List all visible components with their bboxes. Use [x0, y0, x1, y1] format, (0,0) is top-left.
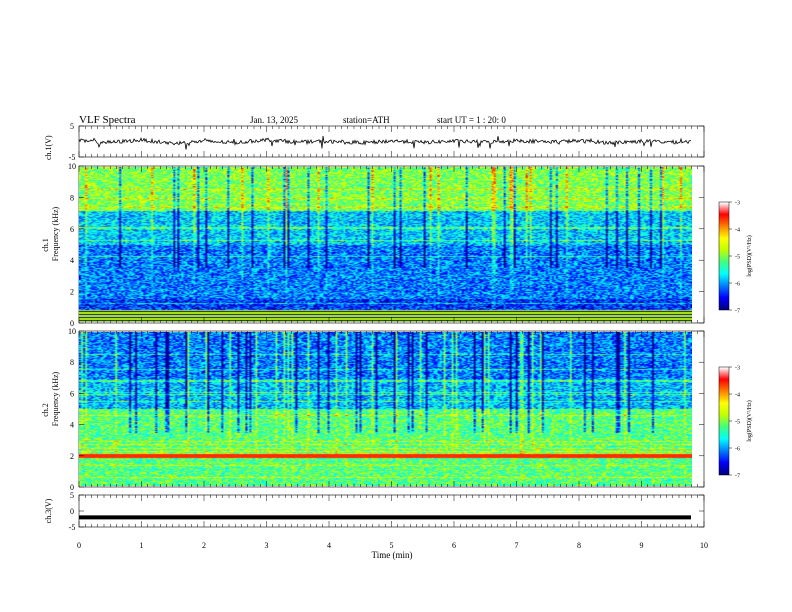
start-time-label: start UT = 1 : 20: 0 [437, 115, 506, 125]
colorbar-tick-label: -6 [735, 447, 740, 453]
ch2-spectrogram-image [79, 332, 692, 486]
colorbar-tick-label: -7 [735, 309, 740, 315]
y-tick-label-ch1-spec: 10 [68, 162, 76, 171]
y-tick-label-ch2-spec: 8 [70, 358, 74, 367]
ch1-voltage-ylabel: ch.1(V) [44, 135, 53, 160]
colorbar-tick-label: -7 [735, 474, 740, 480]
y-tick-label-ch1-spec: 4 [70, 256, 74, 265]
colorbar-tick-label: -5 [735, 420, 740, 426]
x-tick-label: 3 [265, 541, 269, 550]
colorbar-tick-label: -4 [735, 228, 740, 234]
x-tick-label: 6 [452, 541, 456, 550]
y-tick-label-ch2-spec: 6 [70, 389, 74, 398]
ch1-colorbar-label: log(PSD)(V²/Hz) [746, 235, 753, 276]
y-tick-label-ch3-wave: 0 [70, 507, 74, 516]
ch1-spectrogram-ylabel-frequency: Frequency (kHz) [51, 206, 60, 261]
ch2-colorbar-image [719, 367, 729, 475]
x-axis-label: Time (min) [372, 550, 413, 560]
ch1-colorbar-image [719, 202, 729, 310]
ch2-colorbar-label: log(PSD)(V²/Hz) [746, 400, 753, 441]
ch2-spectrogram-ylabel-channel: ch.2 [41, 403, 50, 417]
colorbar-tick-label: -6 [735, 282, 740, 288]
y-tick-label-ch3-wave: 5 [70, 491, 74, 500]
colorbar-tick-label: -5 [735, 255, 740, 261]
ch1-spectrogram-image [79, 167, 692, 322]
y-tick-label-ch2-spec: 0 [70, 483, 74, 492]
y-tick-label-ch2-spec: 2 [70, 452, 74, 461]
x-tick-label: 5 [390, 541, 394, 550]
x-tick-label: 4 [327, 541, 331, 550]
x-tick-label: 2 [202, 541, 206, 550]
x-tick-label: 1 [140, 541, 144, 550]
y-tick-label-ch1-spec: 6 [70, 225, 74, 234]
ch1-spectrogram-ylabel-channel: ch.1 [41, 238, 50, 252]
y-tick-label-ch1-wave: -5 [69, 153, 76, 162]
y-tick-label-ch2-spec: 4 [70, 421, 74, 430]
ch2-spectrogram-ylabel-frequency: Frequency (kHz) [51, 371, 60, 426]
ch1-waveform-trace [78, 135, 692, 150]
colorbar-tick-label: -4 [735, 393, 740, 399]
x-tick-label: 8 [577, 541, 581, 550]
station-label: station=ATH [343, 115, 390, 125]
ch3-voltage-ylabel: ch.3(V) [44, 498, 53, 523]
date-label: Jan. 13, 2025 [250, 115, 298, 125]
x-tick-label: 7 [515, 541, 519, 550]
y-tick-label-ch3-wave: -5 [69, 523, 76, 532]
y-tick-label-ch1-spec: 0 [70, 319, 74, 328]
figure-title: VLF Spectra [79, 114, 136, 126]
colorbar-tick-label: -3 [735, 201, 740, 207]
x-tick-label: 9 [640, 541, 644, 550]
y-tick-label-ch1-wave: 5 [70, 122, 74, 131]
y-tick-label-ch2-spec: 10 [68, 327, 76, 336]
colorbar-tick-label: -3 [735, 366, 740, 372]
x-tick-label: 10 [700, 541, 708, 550]
y-tick-label-ch1-spec: 8 [70, 193, 74, 202]
y-tick-label-ch1-spec: 2 [70, 288, 74, 297]
x-tick-label: 0 [77, 541, 81, 550]
